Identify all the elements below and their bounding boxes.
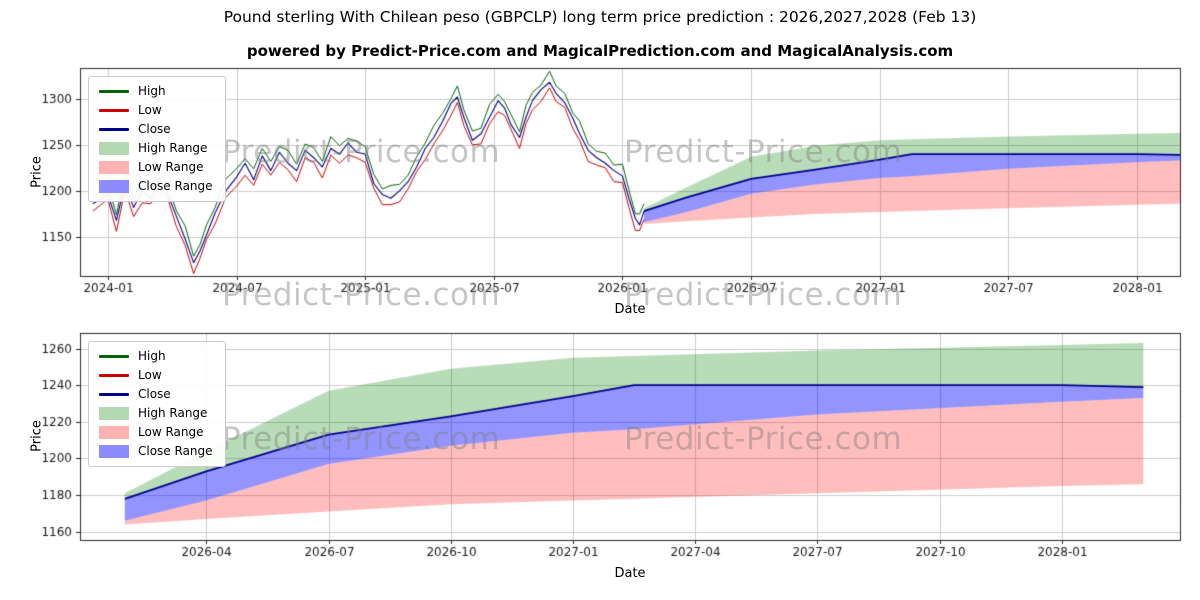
legend-item-close: Close [99,122,213,137]
legend-item-low: Low [99,103,213,118]
legend-item-low: Low [99,368,213,383]
legend-label-close: Close [138,122,171,136]
legend-label-high: High [138,84,166,98]
close-range-swatch [99,445,129,458]
low-line-swatch [99,374,129,377]
legend-item-close-range: Close Range [99,444,213,459]
page-title: Pound sterling With Chilean peso (GBPCLP… [223,8,977,26]
high-line-swatch [99,90,129,93]
legend-label-low-range: Low Range [138,425,204,439]
low-line-swatch [99,109,129,112]
close-line-swatch [99,393,129,396]
legend-item-high-range: High Range [99,406,213,421]
legend-item-high: High [99,84,213,99]
legend-label-low: Low [138,368,162,382]
legend-label-close-range: Close Range [138,444,213,458]
y-axis-label-top: Price [29,156,45,188]
legend-item-high-range: High Range [99,141,213,156]
high-range-swatch [99,407,129,420]
legend-top-chart: High Low Close High Range Low Range Clos… [88,76,226,202]
legend-label-close: Close [138,387,171,401]
legend-item-close-range: Close Range [99,179,213,194]
high-range-swatch [99,142,129,155]
y-axis-label-bottom: Price [29,420,45,452]
low-range-swatch [99,426,129,439]
x-axis-label-top: Date [614,302,646,317]
legend-label-low: Low [138,103,162,117]
legend-bottom-chart: High Low Close High Range Low Range Clos… [88,341,226,467]
high-line-swatch [99,355,129,358]
legend-label-low-range: Low Range [138,160,204,174]
x-axis-label-bottom: Date [614,566,646,581]
legend-label-close-range: Close Range [138,179,213,193]
low-range-swatch [99,161,129,174]
close-range-swatch [99,180,129,193]
legend-label-high-range: High Range [138,406,208,420]
legend-item-low-range: Low Range [99,160,213,175]
legend-item-close: Close [99,387,213,402]
close-line-swatch [99,128,129,131]
legend-item-low-range: Low Range [99,425,213,440]
legend-label-high-range: High Range [138,141,208,155]
powered-by-subtitle: powered by Predict-Price.com and Magical… [246,42,954,60]
legend-label-high: High [138,349,166,363]
legend-item-high: High [99,349,213,364]
